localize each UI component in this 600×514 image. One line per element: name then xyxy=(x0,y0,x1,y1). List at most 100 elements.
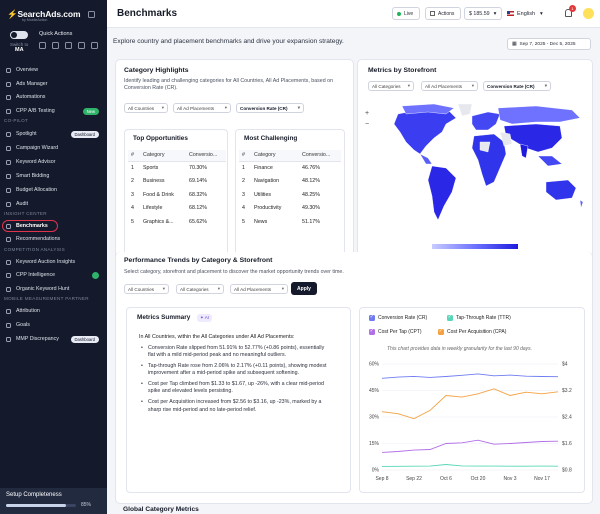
collapse-sidebar-icon[interactable] xyxy=(88,11,95,18)
x-tick-label: Oct 20 xyxy=(471,476,486,482)
summary-bullet: Cost per Tap climbed from $1.33 to $1.67… xyxy=(139,381,329,396)
goals-icon xyxy=(6,322,11,328)
most-challenging-table: # Category Conversio... 1 Finance 46.76% 2… xyxy=(239,150,341,229)
legend-cpa[interactable]: Cost Per Acquisition (CPA) xyxy=(438,328,506,335)
value-cell: 68.32% xyxy=(189,191,207,198)
category-cell: Lifestyle xyxy=(143,205,163,212)
map-region-asia xyxy=(503,123,563,153)
metrics-summary-title: Metrics Summary xyxy=(137,314,191,321)
column-header: # xyxy=(239,150,251,162)
sidebar-item-cpp-ab-testing[interactable]: CPP A/B Testing New xyxy=(0,105,107,117)
series-line-2 xyxy=(381,439,559,453)
rank-cell: 4 xyxy=(242,205,245,212)
trend-line-chart: 0% 15% 30% 45% 60% $0.8 $1.6 $2.4 $3.2 $4 Sep 8 Sep… xyxy=(369,362,572,482)
placements-dropdown[interactable]: All Ad Placements xyxy=(230,284,288,294)
language-selector[interactable]: English ▾ xyxy=(507,7,554,20)
categories-dropdown[interactable]: All Categories xyxy=(368,81,414,91)
y-right-tick-label: $0.8 xyxy=(562,468,572,474)
metric-dropdown[interactable]: Conversion Rate (CR) xyxy=(236,103,304,113)
sidebar-item-attribution[interactable]: Attribution xyxy=(0,305,107,317)
column-header: # xyxy=(128,150,140,162)
column-header: Conversio... xyxy=(186,150,226,162)
world-choropleth-map[interactable] xyxy=(376,102,588,236)
trophy-icon[interactable] xyxy=(78,42,85,49)
spotlight-icon xyxy=(6,131,11,137)
gift-icon[interactable] xyxy=(65,42,72,49)
map-region-southeast-asia xyxy=(537,155,563,167)
value-cell: 48.12% xyxy=(302,178,320,185)
actions-button[interactable]: Actions xyxy=(425,7,461,20)
countries-dropdown[interactable]: All Countries xyxy=(124,103,168,113)
category-cell: Food & Drink xyxy=(143,191,174,198)
map-region-europe xyxy=(471,111,501,131)
top-opportunities-table: # Category Conversio... 1 Sports 70.30% 2 B… xyxy=(128,150,226,229)
sidebar-item-cpp-intelligence[interactable]: CPP Intelligence xyxy=(0,269,107,281)
table-row: 1 Finance 46.76% xyxy=(239,161,341,175)
value-cell: 46.76% xyxy=(302,165,320,171)
grid-icon[interactable] xyxy=(52,42,59,49)
ab-testing-icon xyxy=(6,108,11,114)
bell-icon[interactable] xyxy=(565,9,572,17)
category-highlights-card: Category Highlights Identify leading and… xyxy=(115,59,354,272)
sidebar-item-keyword-auction-insights[interactable]: Keyword Auction Insights xyxy=(0,256,107,268)
top-opportunities-title: Top Opportunities xyxy=(133,135,188,142)
rank-cell: 5 xyxy=(131,218,134,225)
apply-button[interactable]: Apply xyxy=(291,282,317,295)
calendar-icon[interactable] xyxy=(39,42,46,49)
map-region-north-america xyxy=(393,107,457,155)
y-left-tick-label: 30% xyxy=(369,415,380,421)
automations-icon xyxy=(6,94,11,100)
setup-completeness[interactable]: Setup Completeness 85% xyxy=(0,488,107,514)
sidebar-item-spotlight[interactable]: Spotlight Dashboard xyxy=(0,128,107,140)
wallet-balance-button[interactable]: $ 185.59 ▾ xyxy=(464,7,502,20)
sidebar-item-recommendations[interactable]: Recommendations xyxy=(0,233,107,245)
mmp-icon xyxy=(6,336,11,342)
performance-trends-title: Performance Trends by Category & Storefr… xyxy=(124,257,273,264)
legend-ttr[interactable]: Tap-Through Rate (TTR) xyxy=(447,314,511,321)
live-toggle[interactable]: Live xyxy=(392,7,420,20)
sidebar-item-automations[interactable]: Automations xyxy=(0,91,107,103)
most-challenging-table-card: Most Challenging # Category Conversio...… xyxy=(235,129,345,266)
table-row: 3 Food & Drink 68.32% xyxy=(128,188,226,202)
table-row: 5 Graphics &... 65.62% xyxy=(128,215,226,229)
sidebar-item-mmp-discrepancy[interactable]: MMP Discrepancy Dashboard xyxy=(0,333,107,345)
category-highlights-desc: Identify leading and challenging categor… xyxy=(124,78,334,91)
sidebar-item-smart-bidding[interactable]: Smart Bidding xyxy=(0,170,107,182)
setup-progress-bar xyxy=(6,504,76,507)
sidebar-item-campaign-wizard[interactable]: Campaign Wizard xyxy=(0,142,107,154)
pin-icon[interactable] xyxy=(91,42,98,49)
budget-icon xyxy=(6,187,11,193)
date-range-picker[interactable]: ▦ Sep 7, 2025 - Dec 5, 2025 xyxy=(507,38,591,50)
y-right-tick-label: $4 xyxy=(562,362,568,368)
value-cell: 70.30% xyxy=(189,165,207,171)
sidebar-item-audit[interactable]: Audit xyxy=(0,198,107,210)
categories-dropdown[interactable]: All Categories xyxy=(176,284,224,294)
placements-dropdown[interactable]: All Ad Placements xyxy=(173,103,231,113)
sidebar-item-organic-keyword-hunt[interactable]: Organic Keyword Hunt xyxy=(0,283,107,295)
avatar[interactable] xyxy=(583,8,594,19)
app-logo[interactable]: ⚡SearchAds.com xyxy=(7,9,81,19)
global-category-metrics-title: Global Category Metrics xyxy=(123,506,199,513)
switch-toggle[interactable] xyxy=(10,31,28,39)
table-row: 1 Sports 70.30% xyxy=(128,161,226,175)
sidebar-item-overview[interactable]: Overview xyxy=(0,64,107,76)
legend-cpt[interactable]: Cost Per Tap (CPT) xyxy=(369,328,422,335)
status-dot xyxy=(92,271,99,279)
legend-cr[interactable]: Conversion Rate (CR) xyxy=(369,314,427,321)
countries-dropdown[interactable]: All Countries xyxy=(124,284,169,294)
audit-icon xyxy=(6,201,11,207)
series-line-0 xyxy=(381,373,559,379)
sidebar-item-budget-allocation[interactable]: Budget Allocation xyxy=(0,184,107,196)
sidebar-item-ads-manager[interactable]: Ads Manager xyxy=(0,78,107,90)
placements-dropdown[interactable]: All Ad Placements xyxy=(421,81,478,91)
sidebar-item-keyword-advisor[interactable]: Keyword Advisor xyxy=(0,156,107,168)
organic-hunt-icon xyxy=(6,286,11,292)
metric-dropdown[interactable]: Conversion Rate (CR) xyxy=(483,81,551,91)
zoom-in-button[interactable]: + xyxy=(364,110,370,117)
table-row: 4 Productivity 49.30% xyxy=(239,202,341,216)
sidebar-item-goals[interactable]: Goals xyxy=(0,319,107,331)
sidebar-item-benchmarks[interactable]: Benchmarks xyxy=(0,220,107,232)
zoom-out-button[interactable]: − xyxy=(364,121,370,128)
category-cell: Graphics &... xyxy=(143,218,174,225)
page-title: Benchmarks xyxy=(117,8,178,19)
